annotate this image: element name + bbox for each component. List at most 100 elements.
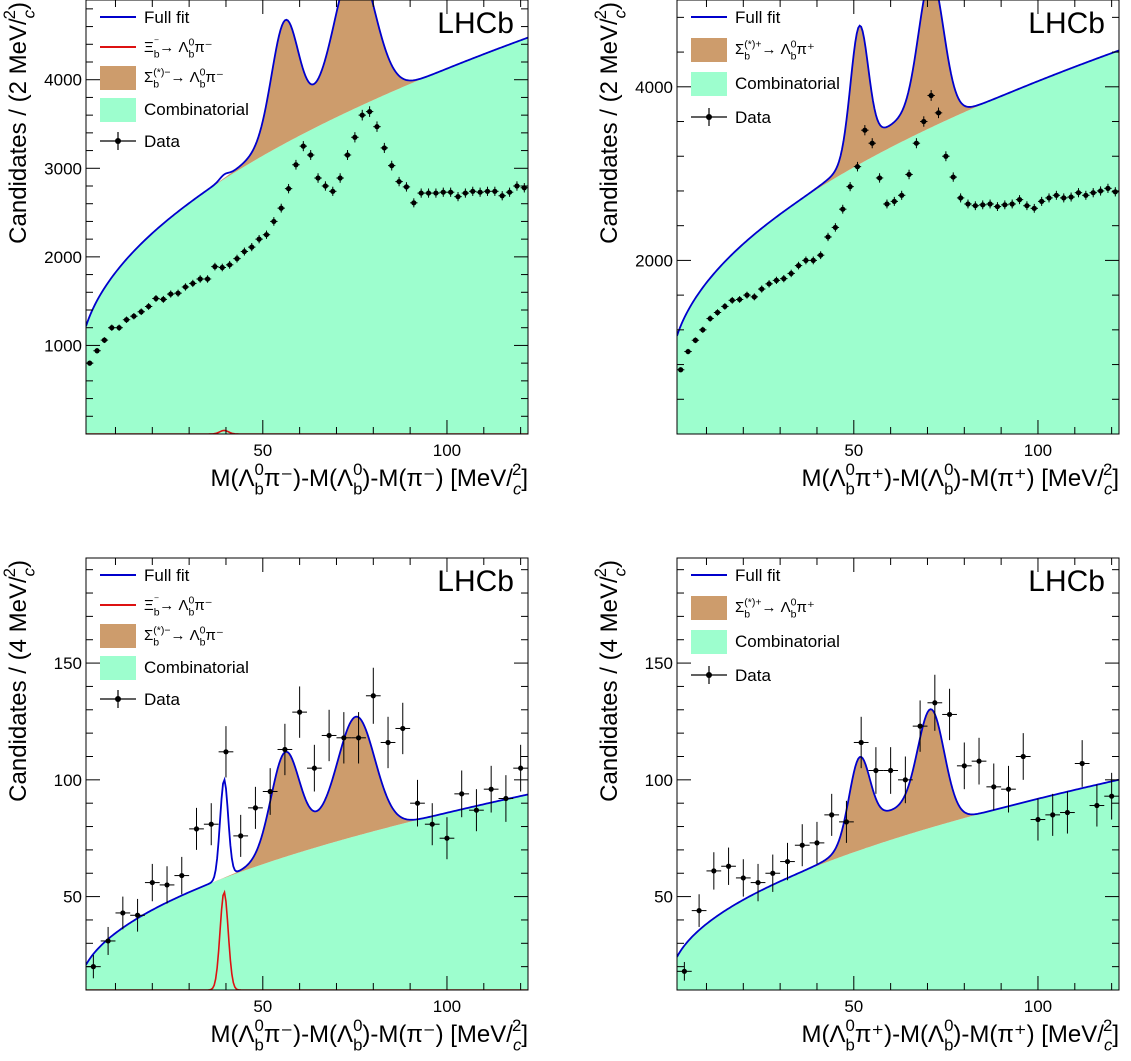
legend-fit-label: Full fit (735, 566, 781, 585)
data-point (868, 747, 884, 794)
data-point (986, 763, 1002, 811)
combinatorial-area (677, 50, 1119, 434)
x-axis-label-part: b (353, 479, 362, 498)
data-point (203, 275, 212, 283)
y-tick-label: 4000 (44, 71, 82, 90)
data-point (809, 256, 817, 265)
x-axis-label-part: 2 (1103, 1016, 1112, 1035)
legend-comb-label: Combinatorial (144, 100, 249, 119)
legend-data-swatch-dot (706, 672, 712, 678)
data-point (439, 817, 455, 860)
data-point (993, 202, 1002, 212)
data-point (307, 150, 315, 160)
data-point (395, 176, 403, 187)
y-axis-label-part: c (610, 567, 629, 576)
data-point (483, 765, 499, 813)
data-point (905, 169, 913, 180)
data-point (956, 742, 972, 790)
data-point (152, 295, 160, 302)
data-point (144, 303, 153, 310)
legend-xi-label-part: b (154, 48, 160, 60)
y-tick-label: 100 (645, 771, 673, 790)
data-point (758, 285, 766, 293)
x-axis-label-part: M(Λ (211, 465, 255, 492)
data-point (137, 308, 145, 316)
data-point (1104, 772, 1119, 820)
data-point (108, 324, 116, 331)
legend-sigma-label-part: b (791, 50, 797, 62)
x-axis-label-part: ] (1112, 1021, 1119, 1048)
x-axis-label-part: π⁺)-M(Λ (855, 1021, 944, 1048)
data-point (402, 182, 411, 192)
data-point (839, 800, 854, 843)
data-point (424, 188, 433, 198)
data-point (218, 726, 234, 778)
legend-xi-label-part: b (188, 48, 194, 60)
data-point (1001, 765, 1016, 813)
y-tick-label: 100 (54, 771, 82, 790)
data-point (373, 121, 381, 132)
data-point (417, 188, 425, 198)
x-axis-label-part: 0 (944, 1016, 953, 1035)
x-tick-label: 100 (1024, 997, 1052, 1016)
data-point (942, 688, 957, 741)
legend-xi-label-part: → Λ (159, 39, 188, 56)
data-point (846, 182, 854, 192)
data-point (1015, 733, 1031, 780)
data-point (476, 187, 484, 197)
x-axis-label: M(Λb0π⁻)-M(Λb0)-M(π⁻) [MeV/c2] (211, 1016, 528, 1054)
legend-comb-swatch (691, 72, 727, 96)
legend-sigma-label: Σb(*)+→ Λb0π⁺ (735, 38, 815, 62)
legend-sigma-swatch (691, 596, 727, 620)
data-point (883, 199, 891, 209)
x-axis: 50 100 (114, 0, 522, 460)
data-point (144, 863, 160, 902)
data-point (1015, 195, 1024, 205)
x-axis-label-part: c (1104, 479, 1113, 498)
legend-xi-label-part: b (154, 606, 160, 618)
data-point (174, 289, 182, 297)
y-axis-label-part: ) (596, 2, 623, 10)
x-axis-label: M(Λb0π⁺)-M(Λb0)-M(π⁺) [MeV/c2] (802, 1016, 1119, 1054)
x-axis-label-part: 0 (846, 1016, 855, 1035)
x-axis-label-part: 2 (1103, 460, 1112, 479)
data-point (1060, 791, 1075, 834)
data-point (853, 716, 869, 769)
data-point (706, 315, 714, 322)
data-point (1082, 190, 1090, 200)
y-axis-label-part: 2 (0, 10, 19, 19)
data-point (780, 274, 788, 283)
data-point (248, 243, 256, 252)
data-point (100, 926, 116, 955)
y-axis-label-part: 2 (0, 568, 19, 577)
data-point (307, 744, 322, 792)
legend-xi-label-part: π⁻ (194, 39, 212, 56)
legend-sigma-label-part: 0 (791, 596, 797, 608)
x-axis-label-part: M(Λ (802, 1021, 846, 1048)
legend-sigma-label-part: Σ (144, 627, 153, 644)
x-tick-label: 100 (433, 997, 461, 1016)
legend-sigma-label-part: b (153, 636, 159, 648)
data-point (358, 109, 366, 121)
y-tick-label: 150 (54, 654, 82, 673)
data-point (380, 142, 389, 153)
legend-sigma-label-part: → Λ (170, 69, 199, 86)
data-point (898, 756, 913, 804)
data-point (1037, 196, 1046, 206)
x-axis-label-part: 0 (353, 1016, 362, 1035)
x-axis-label-part: b (255, 479, 264, 498)
legend-sigma-label-part: 0 (791, 38, 797, 50)
data-point (765, 280, 773, 288)
data-point (861, 125, 869, 136)
y-axis: 50 100 150 (54, 569, 528, 991)
plot-area (677, 0, 1119, 434)
data-point (780, 842, 795, 881)
data-point (432, 188, 440, 198)
data-point (949, 172, 957, 182)
combinatorial-area (86, 794, 528, 990)
data-point (351, 712, 366, 764)
